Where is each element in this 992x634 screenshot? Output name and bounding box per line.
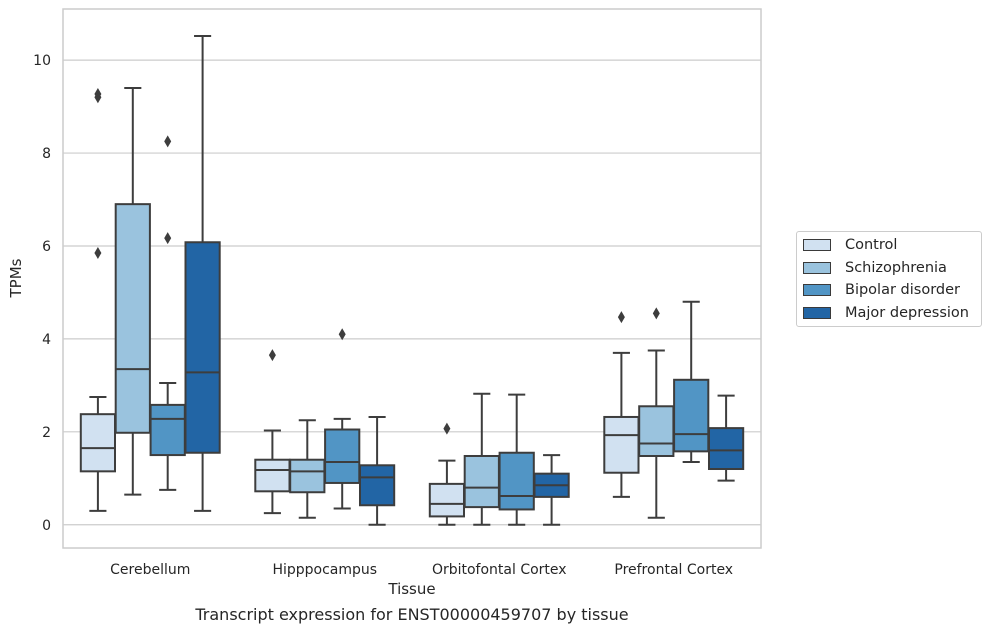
box (184, 34, 221, 512)
legend-label: Bipolar disorder (845, 282, 960, 298)
legend-item: Bipolar disorder (803, 280, 960, 300)
box-body (498, 451, 535, 511)
outlier-point (652, 307, 660, 320)
x-tick-label: Hipppocampus (272, 562, 377, 578)
y-tick-label: 2 (42, 425, 51, 441)
legend-swatch (803, 306, 831, 319)
series-control (79, 88, 640, 526)
box (707, 394, 745, 482)
box (428, 422, 466, 526)
legend-label: Control (845, 237, 898, 253)
y-tick-label: 4 (42, 332, 51, 348)
box-body (358, 464, 396, 507)
series-major-depression (184, 34, 745, 526)
box (638, 307, 675, 519)
box-body (289, 458, 326, 494)
x-axis-label: Tissue (387, 580, 435, 598)
legend-item: Control (803, 235, 897, 255)
box (289, 419, 326, 519)
box (324, 328, 361, 510)
box-body (114, 203, 151, 434)
box (149, 135, 186, 491)
legend-item: Schizophrenia (803, 258, 947, 278)
box (358, 415, 396, 526)
box (114, 86, 151, 496)
box-body (254, 458, 291, 493)
y-tick-label: 8 (42, 146, 51, 162)
box-series (79, 34, 745, 526)
box (498, 393, 535, 526)
outlier-point (164, 232, 172, 245)
series-bipolar-disorder (149, 135, 710, 526)
outlier-point (268, 349, 276, 362)
box-body (79, 413, 117, 473)
y-tick-label: 6 (42, 239, 51, 255)
y-axis-ticks: 0 2 4 6 8 10 (33, 53, 51, 534)
y-axis-label: TPMs (7, 258, 25, 298)
box (673, 300, 710, 464)
legend: Control Schizophrenia Bipolar disorder Majo… (796, 231, 982, 327)
legend-swatch (803, 239, 831, 251)
x-axis-ticks: Cerebellum Hipppocampus Orbitofontal Corte… (110, 562, 733, 578)
box-body (673, 378, 710, 453)
legend-item: Major depression (803, 303, 969, 323)
y-tick-label: 0 (42, 518, 51, 534)
x-tick-label: Cerebellum (110, 562, 190, 578)
legend-swatch (803, 284, 831, 296)
box-body (707, 427, 745, 471)
box (254, 349, 291, 515)
chart-caption: Transcript expression for ENST0000045970… (195, 605, 629, 624)
outlier-point (338, 328, 346, 341)
box-body (463, 454, 500, 509)
x-tick-label: Prefrontal Cortex (614, 562, 733, 578)
box-body (149, 403, 186, 457)
box-body (324, 428, 361, 484)
legend-swatch (803, 261, 831, 274)
box (463, 392, 500, 526)
plot-frame (62, 8, 762, 549)
outlier-point (443, 422, 451, 435)
outlier-point (617, 311, 625, 324)
box-body (603, 415, 640, 474)
outlier-point (164, 135, 172, 148)
box-body (184, 241, 221, 454)
legend-label: Schizophrenia (845, 259, 947, 276)
box-body (428, 482, 466, 518)
series-schizophrenia (114, 86, 675, 526)
box (79, 88, 117, 512)
box (533, 454, 570, 526)
outlier-point (94, 88, 102, 101)
legend-label: Major depression (845, 304, 969, 321)
outlier-point (94, 246, 102, 259)
box-body (638, 405, 675, 457)
y-tick-label: 10 (33, 53, 51, 69)
x-tick-label: Orbitofontal Cortex (432, 562, 567, 578)
